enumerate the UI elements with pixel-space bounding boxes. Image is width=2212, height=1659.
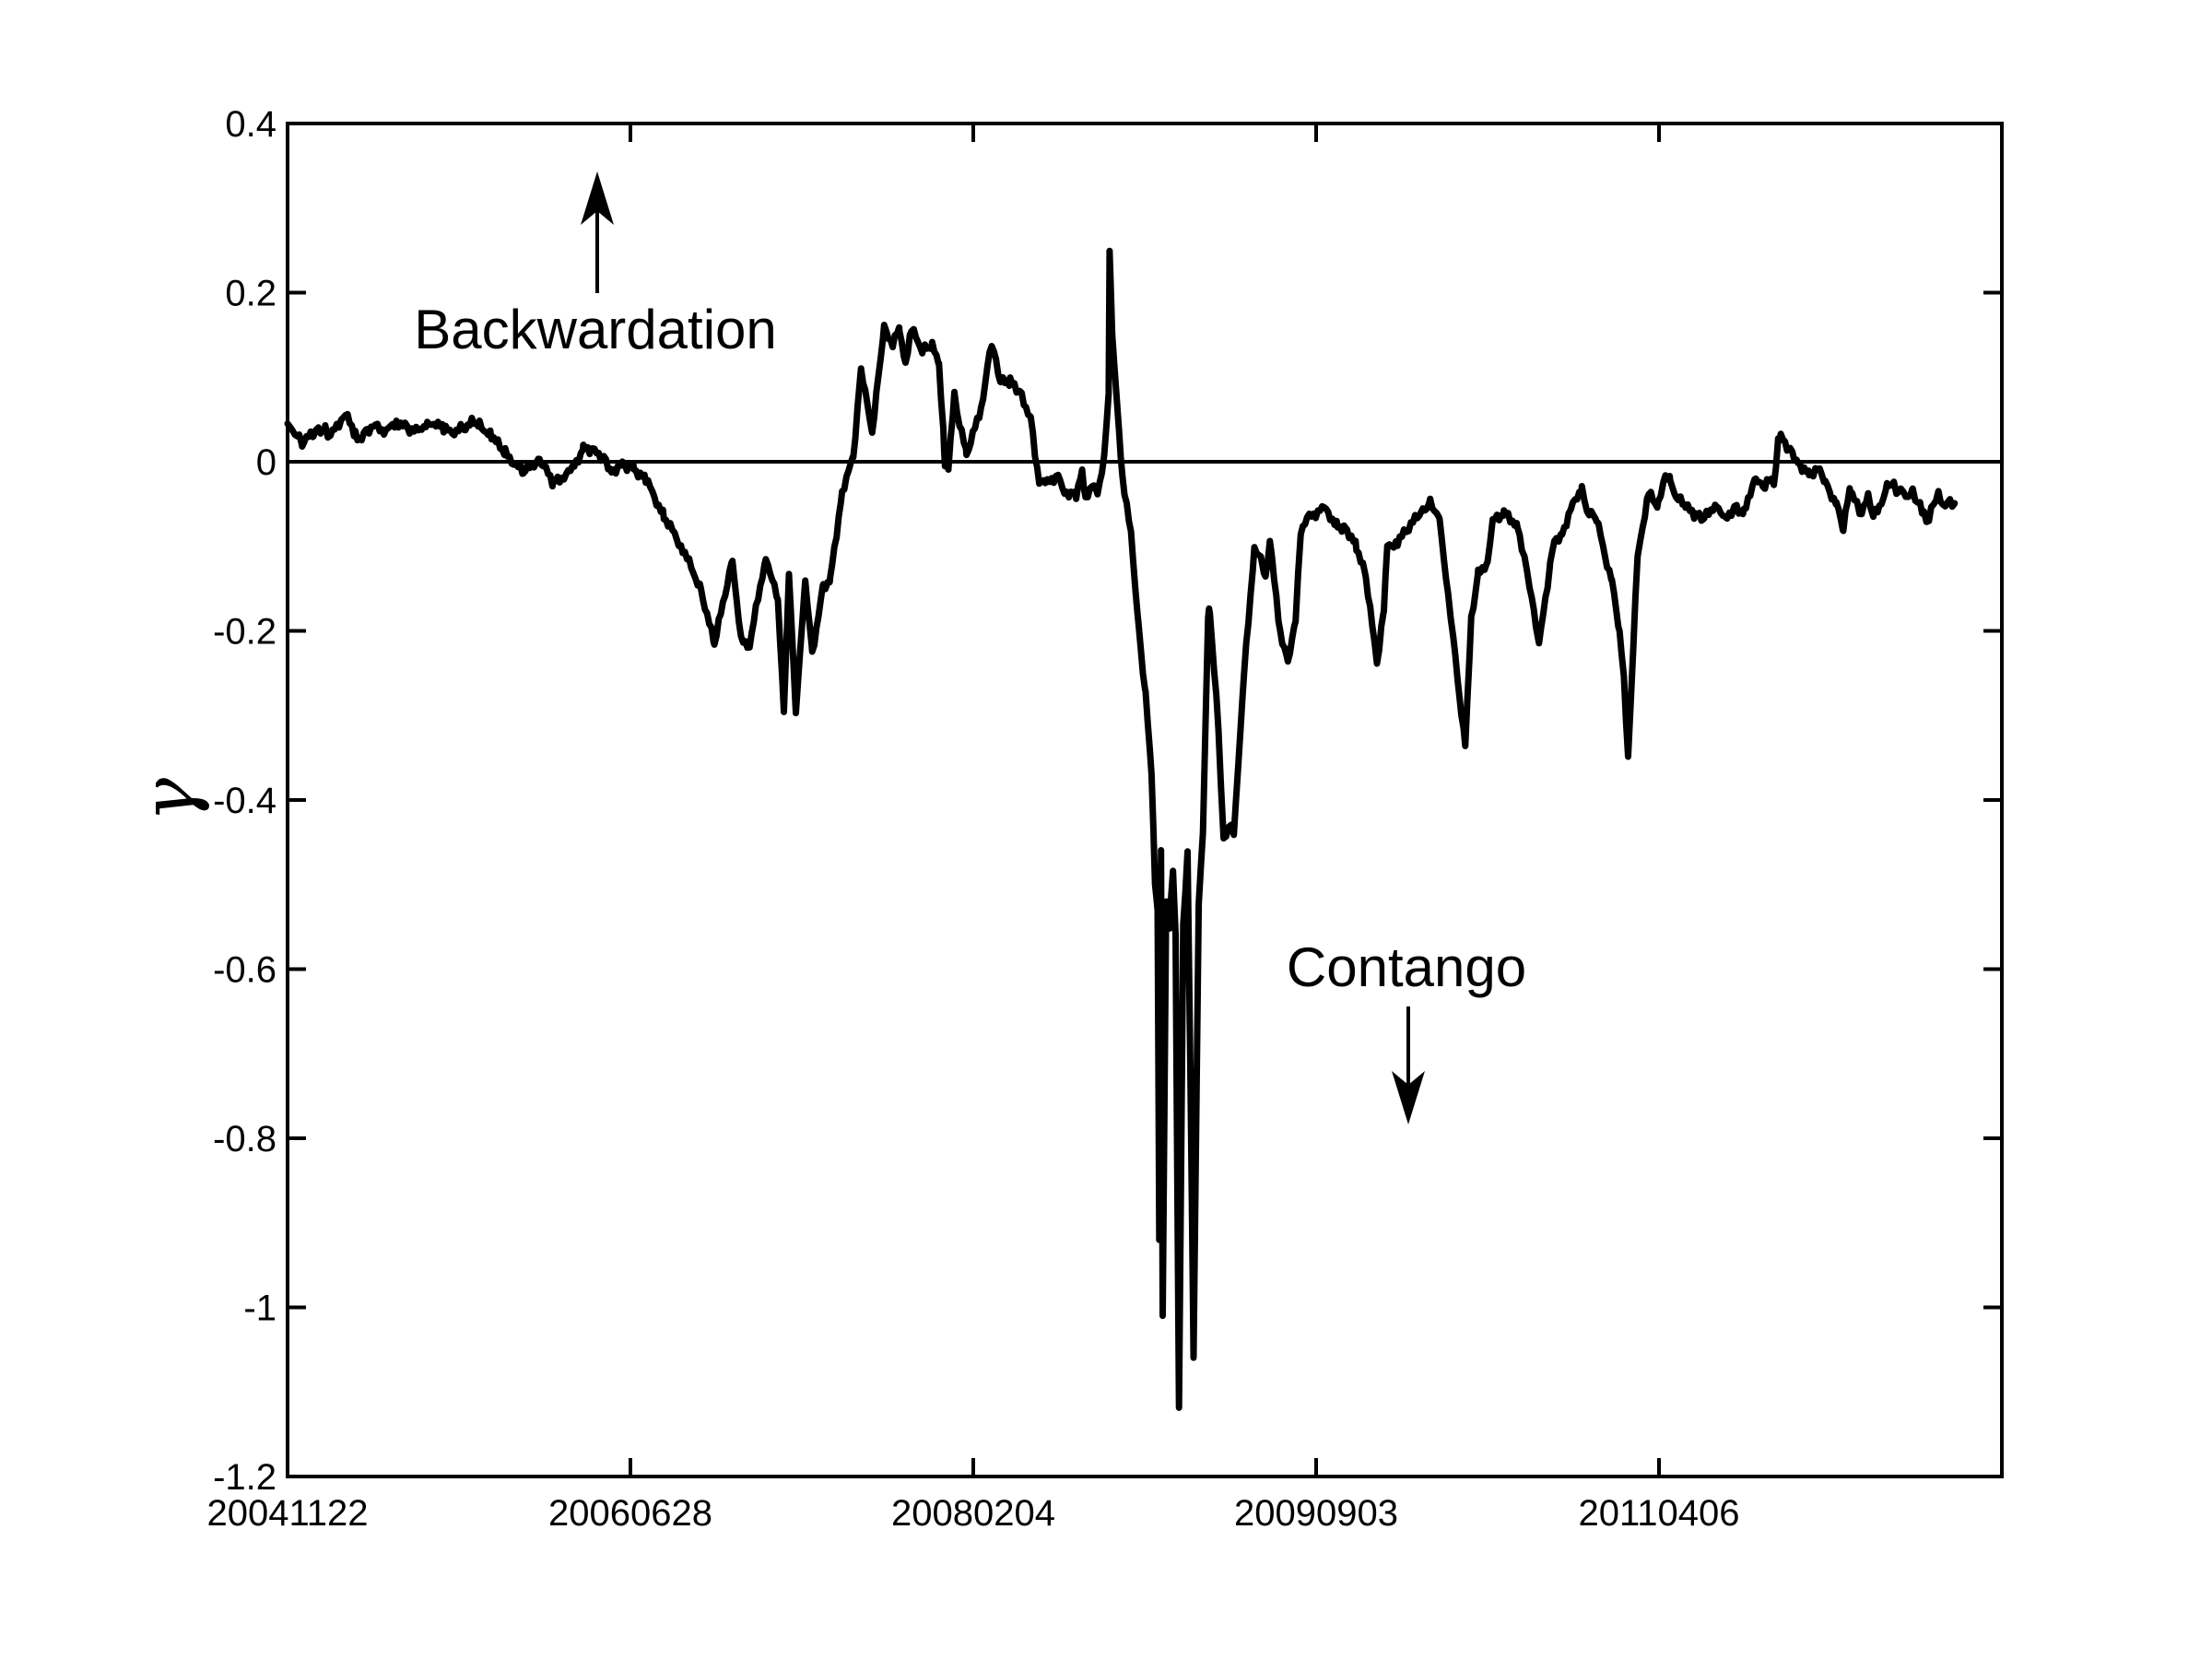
- y-tick-label: -0.4: [213, 781, 276, 821]
- x-tick-label: 20110406: [1579, 1493, 1740, 1534]
- down-arrowhead-icon: [1392, 1071, 1425, 1124]
- up-arrowhead-icon: [581, 171, 614, 225]
- y-axis-title-gamma: γ: [126, 778, 212, 822]
- y-tick-label: -1.2: [213, 1457, 276, 1498]
- x-tick-label: 20080204: [891, 1493, 1055, 1534]
- y-tick-label: -0.2: [213, 612, 276, 653]
- y-tick-label: -0.8: [213, 1119, 276, 1159]
- annotation-backwardation: Backwardation: [414, 299, 777, 360]
- x-tick-label: 20041122: [207, 1493, 369, 1534]
- gamma-series-line: [284, 247, 1959, 1411]
- annotation-contango: Contango: [1287, 936, 1526, 998]
- x-tick-label: 20060628: [548, 1493, 712, 1534]
- y-tick-label: 0: [256, 442, 276, 483]
- y-axis-labels: 0.4 0.2 0 -0.2 -0.4 -0.6 -0.8 -1 -1.2: [213, 104, 276, 1498]
- y-tick-label: -0.6: [213, 950, 276, 991]
- y-tick-label: 0.4: [225, 104, 276, 145]
- y-tick-label: 0.2: [225, 274, 276, 314]
- y-tick-label: -1: [243, 1288, 276, 1329]
- axis-tick-marks: [286, 122, 2002, 1478]
- x-axis-labels: 20041122 20060628 20080204 20090903 2011…: [207, 1493, 1740, 1534]
- x-tick-label: 20090903: [1234, 1493, 1398, 1534]
